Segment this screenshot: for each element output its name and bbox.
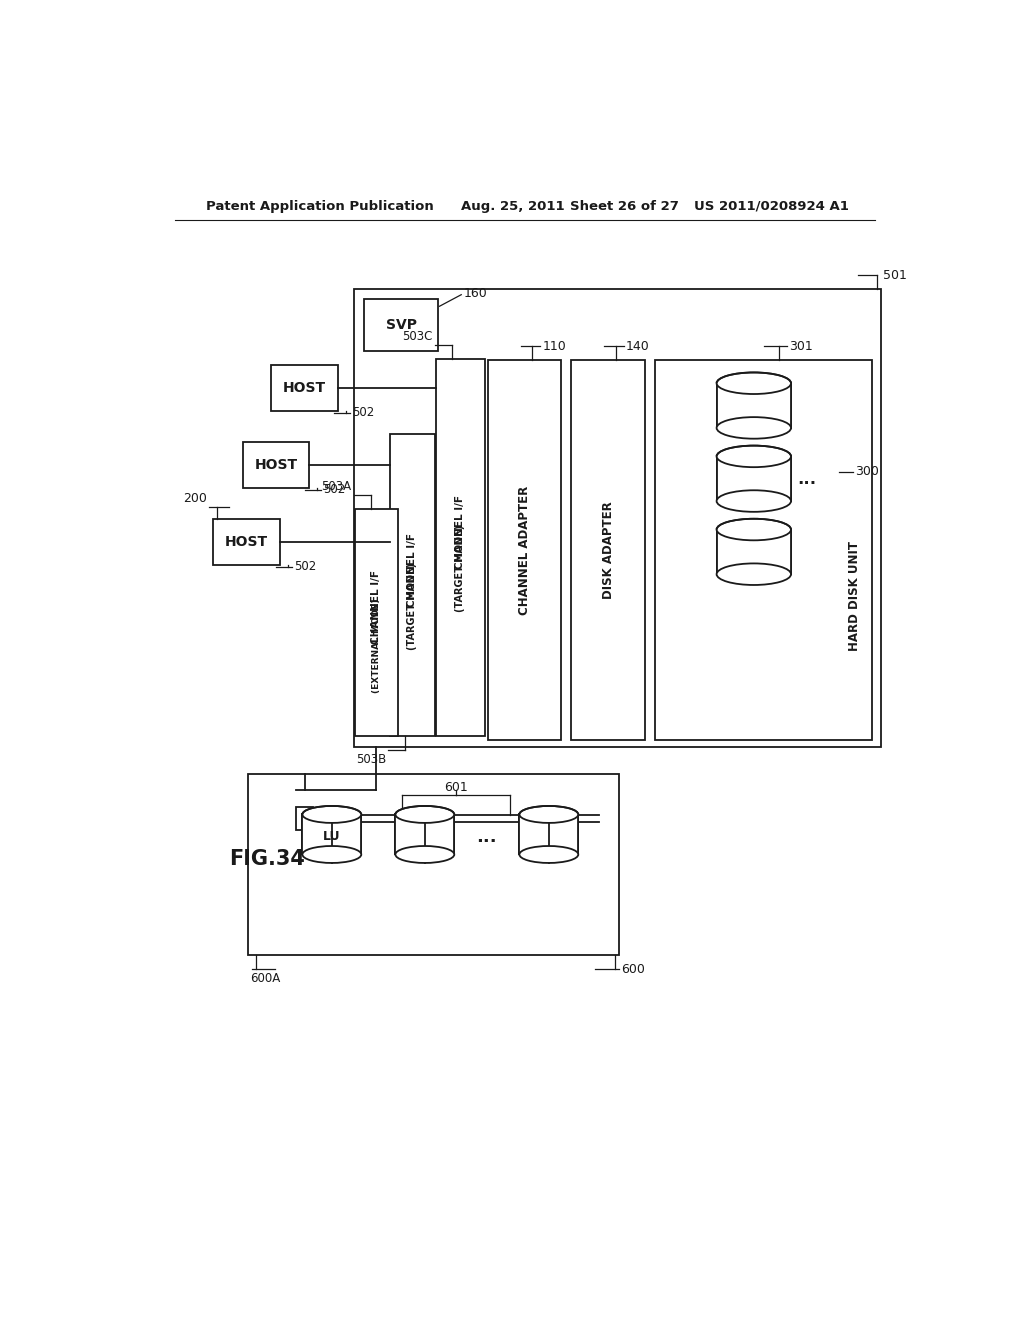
Bar [519,814,579,854]
Text: 300: 300 [855,465,879,478]
Text: 502: 502 [352,407,374,418]
Text: Sheet 26 of 27: Sheet 26 of 27 [569,199,679,213]
Text: FIG.34: FIG.34 [228,849,304,869]
Bar [717,529,791,574]
Text: HOST: HOST [284,381,327,395]
Text: 503C: 503C [402,330,432,343]
Bar [487,360,561,739]
Text: 502: 502 [324,483,345,496]
Ellipse shape [519,846,579,863]
Bar [213,519,280,565]
Text: CHANNEL I/F: CHANNEL I/F [408,532,418,607]
Ellipse shape [395,846,455,863]
Text: HOST: HOST [225,535,268,549]
Text: (TARGET MODE): (TARGET MODE) [408,562,418,651]
Ellipse shape [717,490,791,512]
Text: 503A: 503A [322,480,351,494]
Text: CHANNEL I/F: CHANNEL I/F [372,570,381,644]
Ellipse shape [717,564,791,585]
Text: LU: LU [324,830,341,843]
Bar [436,359,484,737]
Bar [395,814,455,854]
Text: 502: 502 [294,560,316,573]
Ellipse shape [717,417,791,438]
Ellipse shape [302,807,361,822]
Bar [296,807,313,830]
Bar [571,360,645,739]
Text: 503B: 503B [355,752,386,766]
Ellipse shape [302,846,361,863]
Bar [354,289,882,747]
Bar [655,360,872,739]
Text: 501: 501 [883,269,906,282]
Text: 301: 301 [790,339,813,352]
Bar [717,383,791,428]
Text: 110: 110 [543,339,566,352]
Bar [243,442,309,488]
Text: ...: ... [476,828,497,846]
Bar [390,434,435,737]
Ellipse shape [717,372,791,393]
Ellipse shape [395,807,455,822]
Text: SVP: SVP [386,318,417,331]
Text: 160: 160 [464,286,487,300]
Text: 140: 140 [626,339,649,352]
Bar [302,814,361,854]
Text: HARD DISK UNIT: HARD DISK UNIT [849,541,861,651]
Text: (TARGET MODE): (TARGET MODE) [456,525,466,612]
Bar [271,364,338,411]
Bar [365,298,438,351]
Text: (EXTERNAL MODE): (EXTERNAL MODE) [372,598,381,693]
Text: DISK ADAPTER: DISK ADAPTER [602,502,614,599]
Text: CHANNEL ADAPTER: CHANNEL ADAPTER [518,486,530,615]
Bar [248,775,618,956]
Text: 200: 200 [183,492,207,506]
Ellipse shape [717,519,791,540]
Text: US 2011/0208924 A1: US 2011/0208924 A1 [693,199,849,213]
Text: Patent Application Publication: Patent Application Publication [206,199,433,213]
Text: 601: 601 [444,781,468,795]
Text: 600: 600 [621,962,645,975]
Ellipse shape [519,807,579,822]
Text: ...: ... [797,470,816,487]
Text: CHANNEL I/F: CHANNEL I/F [456,495,466,569]
Text: HOST: HOST [254,458,298,471]
Bar [717,457,791,502]
Ellipse shape [717,446,791,467]
Text: Aug. 25, 2011: Aug. 25, 2011 [461,199,565,213]
Bar [355,508,397,737]
Text: 600A: 600A [250,973,280,985]
